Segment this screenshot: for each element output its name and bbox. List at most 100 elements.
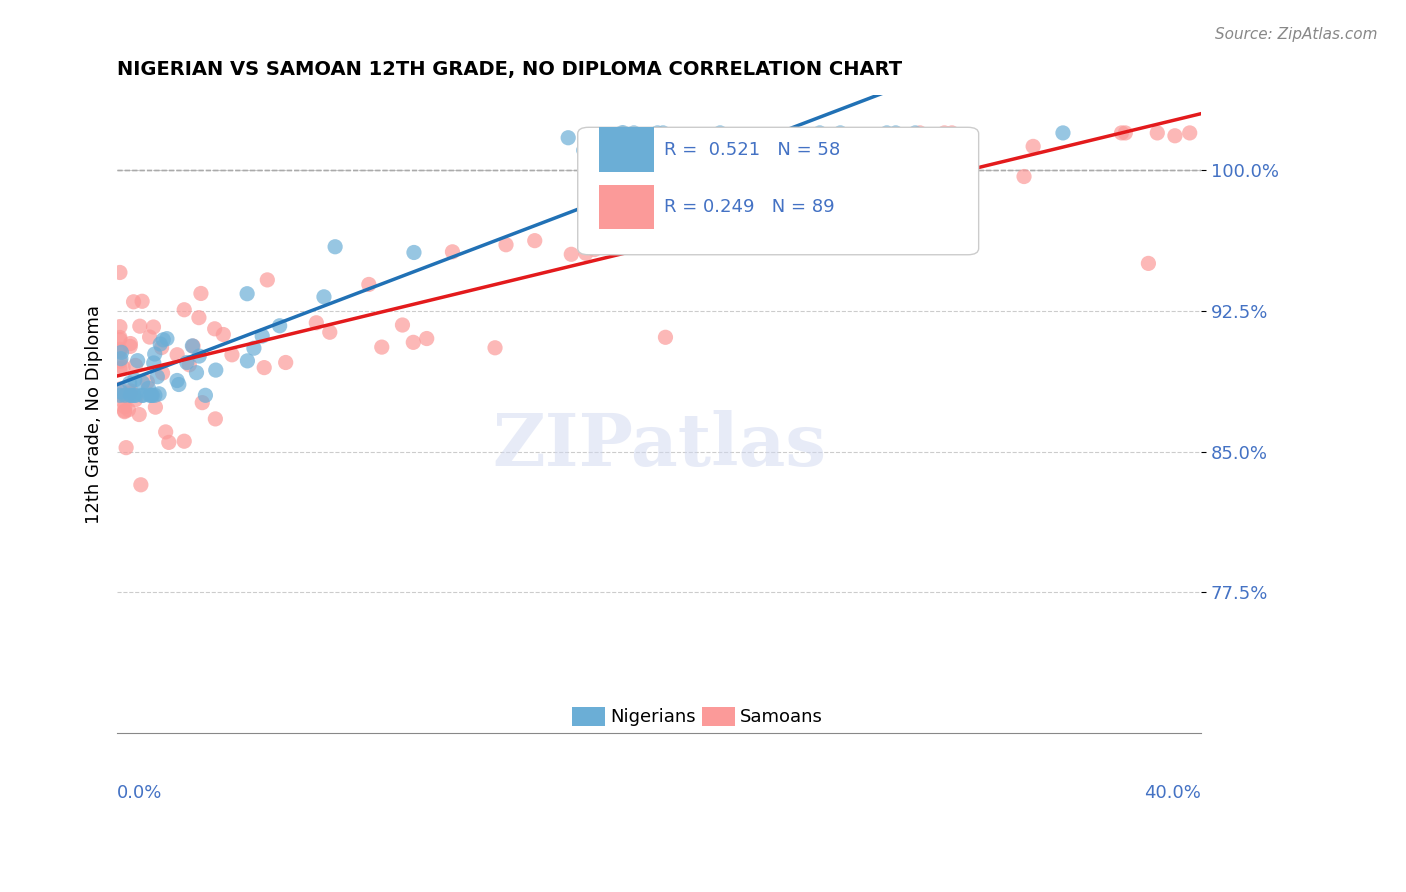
Samoans xyxy=(152,366,174,380)
Samoans xyxy=(204,412,226,426)
Samoans xyxy=(1022,139,1045,153)
Samoans xyxy=(108,343,131,358)
Nigerians xyxy=(141,388,163,402)
Samoans xyxy=(495,237,517,252)
Nigerians xyxy=(904,126,927,140)
Nigerians xyxy=(619,139,641,153)
Samoans xyxy=(1146,126,1168,140)
Nigerians xyxy=(139,388,162,402)
Samoans xyxy=(145,400,167,414)
Nigerians xyxy=(142,356,165,370)
Nigerians xyxy=(148,387,170,401)
Nigerians xyxy=(236,354,259,368)
Nigerians xyxy=(181,339,204,353)
Samoans xyxy=(108,265,131,279)
FancyBboxPatch shape xyxy=(578,128,979,255)
Nigerians xyxy=(141,388,163,402)
Nigerians xyxy=(623,126,645,140)
Nigerians xyxy=(876,126,898,140)
Samoans xyxy=(870,218,893,232)
Samoans xyxy=(112,360,135,375)
Samoans xyxy=(122,294,145,309)
Nigerians xyxy=(830,126,852,140)
Samoans xyxy=(560,247,582,261)
Nigerians xyxy=(186,366,208,380)
Samoans xyxy=(855,200,877,214)
Text: R =  0.521   N = 58: R = 0.521 N = 58 xyxy=(665,141,841,159)
Nigerians xyxy=(572,143,595,157)
Bar xyxy=(572,707,605,726)
Samoans xyxy=(1012,169,1035,184)
Text: 40.0%: 40.0% xyxy=(1144,784,1201,802)
Samoans xyxy=(115,441,138,455)
Samoans xyxy=(112,394,135,409)
Text: Source: ZipAtlas.com: Source: ZipAtlas.com xyxy=(1215,27,1378,42)
Nigerians xyxy=(132,388,155,402)
Nigerians xyxy=(152,333,174,347)
Samoans xyxy=(1178,126,1201,140)
Samoans xyxy=(108,319,131,334)
Nigerians xyxy=(108,388,131,402)
Nigerians xyxy=(612,126,634,140)
Samoans xyxy=(191,395,214,409)
Samoans xyxy=(114,405,136,419)
Samoans xyxy=(253,360,276,375)
Text: ZIPatlas: ZIPatlas xyxy=(492,410,827,482)
Samoans xyxy=(128,408,150,422)
Samoans xyxy=(131,294,153,309)
Samoans xyxy=(723,188,745,202)
Text: 0.0%: 0.0% xyxy=(117,784,163,802)
Bar xyxy=(599,185,654,229)
Samoans xyxy=(124,359,146,373)
Samoans xyxy=(129,477,152,491)
Samoans xyxy=(181,339,204,353)
Samoans xyxy=(120,336,142,351)
Nigerians xyxy=(402,245,425,260)
Nigerians xyxy=(131,388,153,402)
Samoans xyxy=(114,400,136,414)
Samoans xyxy=(357,277,380,292)
Text: Nigerians: Nigerians xyxy=(610,707,696,726)
Nigerians xyxy=(557,130,579,145)
Samoans xyxy=(108,333,131,347)
Text: R = 0.249   N = 89: R = 0.249 N = 89 xyxy=(665,198,835,216)
Samoans xyxy=(120,339,142,353)
Samoans xyxy=(157,435,180,450)
Samoans xyxy=(173,302,195,317)
Nigerians xyxy=(884,126,907,140)
Samoans xyxy=(737,200,759,214)
Samoans xyxy=(111,388,134,402)
Samoans xyxy=(1111,126,1133,140)
Nigerians xyxy=(143,388,166,402)
Nigerians xyxy=(250,329,273,343)
Samoans xyxy=(523,234,546,248)
Samoans xyxy=(793,201,815,215)
Nigerians xyxy=(323,240,346,254)
Nigerians xyxy=(808,126,831,140)
Samoans xyxy=(934,126,956,140)
Samoans xyxy=(179,358,201,372)
Samoans xyxy=(441,244,464,259)
Nigerians xyxy=(167,377,190,392)
Samoans xyxy=(221,348,243,362)
Samoans xyxy=(108,330,131,344)
Samoans xyxy=(150,341,173,355)
Nigerians xyxy=(204,363,226,377)
Nigerians xyxy=(146,369,169,384)
Samoans xyxy=(108,343,131,357)
Samoans xyxy=(187,310,209,325)
Samoans xyxy=(108,354,131,368)
Samoans xyxy=(136,375,159,389)
Samoans xyxy=(803,206,825,220)
Samoans xyxy=(114,404,136,418)
Samoans xyxy=(1164,128,1187,143)
Samoans xyxy=(305,316,328,330)
Samoans xyxy=(484,341,506,355)
Samoans xyxy=(212,327,235,342)
Nigerians xyxy=(647,126,669,140)
Samoans xyxy=(941,126,963,140)
Nigerians xyxy=(176,355,198,369)
Samoans xyxy=(120,384,142,398)
Samoans xyxy=(155,425,177,439)
Nigerians xyxy=(652,126,675,140)
